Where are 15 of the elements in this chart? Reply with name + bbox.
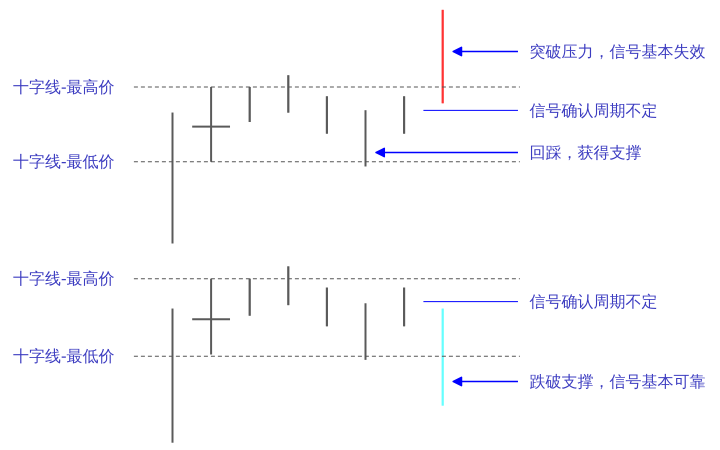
ref-line-label: 十字线-最高价: [12, 269, 115, 288]
text: 跌破支撑，信号基本可靠: [530, 372, 706, 391]
ref-line-label: 信号确认周期不定: [530, 292, 658, 312]
text: 突破压力，信号基本失效: [530, 42, 706, 61]
ref-line-label: 十字线-最低价: [12, 152, 115, 172]
candlestick: [403, 286, 406, 328]
candlestick: [442, 308, 444, 407]
candlestick: [442, 8, 444, 104]
candlestick: [326, 286, 328, 328]
ref-line-label: 十字线-最高价: [12, 77, 115, 96]
candlestick: [403, 95, 406, 135]
candlestick: [326, 95, 328, 135]
text: 回踩，获得支撑: [530, 143, 642, 162]
ref-line-label: 信号确认周期不定: [530, 100, 658, 120]
ref-line-label: 十字线-最低价: [12, 346, 115, 366]
